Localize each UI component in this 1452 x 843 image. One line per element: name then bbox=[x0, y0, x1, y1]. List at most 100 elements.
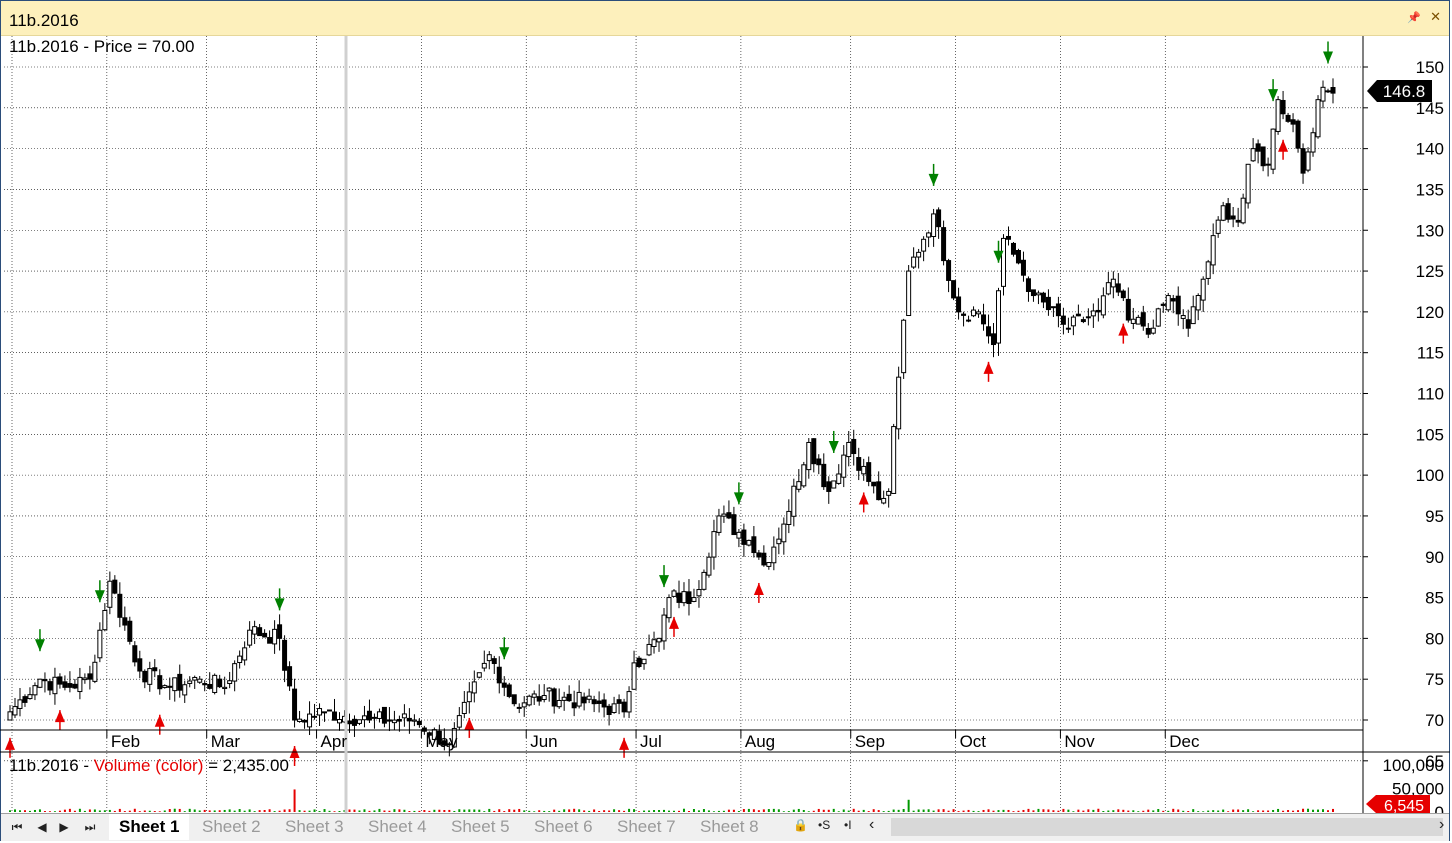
candle-body bbox=[47, 681, 53, 691]
candle-body bbox=[1265, 163, 1271, 166]
current-price-value: 146.8 bbox=[1383, 82, 1426, 101]
candle-body bbox=[1015, 250, 1021, 264]
tab-sheet-7[interactable]: Sheet 7 bbox=[617, 817, 676, 836]
candle-body bbox=[197, 678, 203, 683]
candle-body bbox=[456, 715, 462, 728]
pin-icon[interactable]: 📌 bbox=[1407, 12, 1421, 24]
candle-body bbox=[62, 681, 68, 688]
candle-body bbox=[1095, 309, 1101, 313]
tab-sheet-6[interactable]: Sheet 6 bbox=[534, 817, 593, 836]
candle-body bbox=[247, 629, 253, 646]
candle-body bbox=[941, 227, 947, 262]
price-volume-chart[interactable]: 150 145 140 135 130 125 120 115 110 105 100 95 90 85 8… bbox=[0, 36, 1452, 813]
candle-body bbox=[416, 720, 422, 726]
candle-body bbox=[97, 629, 103, 659]
candle-body bbox=[132, 645, 138, 663]
candle-body bbox=[741, 529, 747, 545]
candle-body bbox=[516, 706, 522, 709]
horizontal-scrollbar[interactable] bbox=[891, 818, 1443, 836]
candle-body bbox=[496, 666, 502, 684]
candle-body bbox=[631, 662, 637, 690]
candle-body bbox=[1035, 292, 1041, 296]
candle-body bbox=[302, 719, 308, 723]
candle-body bbox=[511, 694, 517, 705]
candle-body bbox=[297, 718, 303, 723]
month-label: Feb bbox=[111, 732, 140, 751]
candle-body bbox=[381, 706, 387, 724]
candle-body bbox=[436, 730, 442, 745]
price-tick-label: 140 bbox=[1416, 140, 1444, 159]
tab-sheet-2[interactable]: Sheet 2 bbox=[202, 817, 261, 836]
scroll-left-icon[interactable]: ‹ bbox=[869, 816, 875, 833]
candle-body bbox=[661, 614, 667, 642]
window-title-bar[interactable]: 11b.2016 📌 ✕ bbox=[1, 1, 1449, 36]
candle-body bbox=[1050, 306, 1056, 309]
candle-body bbox=[27, 694, 33, 700]
candle-body bbox=[327, 709, 333, 712]
price-tick-label: 70 bbox=[1425, 711, 1444, 730]
candle-body bbox=[212, 674, 218, 693]
candle-body bbox=[107, 580, 113, 608]
tab-sheet-1[interactable]: Sheet 1 bbox=[109, 814, 190, 840]
candle-body bbox=[292, 688, 298, 721]
candle-body bbox=[766, 562, 772, 567]
candle-body bbox=[996, 290, 1002, 344]
candle-body bbox=[361, 715, 367, 721]
price-tick-label: 135 bbox=[1416, 180, 1444, 199]
candle-body bbox=[936, 209, 942, 228]
price-tick-label: 90 bbox=[1425, 548, 1444, 567]
candle-body bbox=[137, 658, 143, 672]
candle-body bbox=[1135, 316, 1141, 325]
scroll-sync-icon[interactable]: •S bbox=[818, 818, 831, 832]
tab-sheet-8[interactable]: Sheet 8 bbox=[700, 817, 759, 836]
candle-body bbox=[806, 441, 812, 471]
candle-body bbox=[1065, 327, 1071, 330]
month-label: Jul bbox=[640, 732, 662, 751]
tab-sheet-5[interactable]: Sheet 5 bbox=[451, 817, 510, 836]
last-sheet-button[interactable]: ⏭ bbox=[84, 820, 96, 834]
candle-body bbox=[337, 719, 343, 724]
price-tick-label: 115 bbox=[1417, 344, 1444, 363]
lock-icon[interactable]: 🔒 bbox=[793, 818, 808, 832]
volume-label-dash: - bbox=[79, 756, 94, 775]
candle-body bbox=[501, 682, 507, 688]
candle-body bbox=[1320, 86, 1326, 102]
insert-icon[interactable]: •I bbox=[844, 818, 852, 832]
price-tick-label: 150 bbox=[1416, 58, 1444, 77]
candle-body bbox=[991, 333, 997, 346]
candle-body bbox=[1215, 219, 1221, 234]
candle-body bbox=[376, 711, 382, 719]
candle-body bbox=[1325, 90, 1331, 93]
candle-body bbox=[691, 597, 697, 602]
candle-body bbox=[122, 617, 128, 626]
scroll-right-icon[interactable]: › bbox=[1439, 816, 1445, 833]
candle-body bbox=[716, 515, 722, 533]
price-label-rest: - Price = 70.00 bbox=[79, 37, 195, 56]
close-icon[interactable]: ✕ bbox=[1430, 9, 1441, 24]
sell-arrow-icon bbox=[928, 173, 939, 186]
candle-body bbox=[1260, 146, 1266, 167]
candle-body bbox=[886, 490, 892, 496]
candle-body bbox=[1070, 316, 1076, 327]
candle-body bbox=[1290, 119, 1296, 125]
first-sheet-button[interactable]: ⏮ bbox=[11, 820, 23, 834]
candle-body bbox=[396, 718, 402, 722]
prev-sheet-button[interactable]: ◀ bbox=[37, 820, 47, 834]
tab-sheet-4[interactable]: Sheet 4 bbox=[368, 817, 427, 836]
candle-body bbox=[726, 512, 732, 519]
price-tick-label: 85 bbox=[1425, 589, 1444, 608]
sell-arrow-icon bbox=[34, 639, 45, 652]
candle-body bbox=[42, 679, 48, 682]
candle-body bbox=[1090, 310, 1096, 317]
candle-body bbox=[856, 457, 862, 471]
candle-body bbox=[1105, 282, 1111, 295]
tab-sheet-3[interactable]: Sheet 3 bbox=[285, 817, 344, 836]
candle-body bbox=[82, 677, 88, 681]
candle-body bbox=[371, 716, 377, 719]
candle-body bbox=[811, 438, 817, 465]
next-sheet-button[interactable]: ▶ bbox=[59, 820, 69, 834]
buy-arrow-icon bbox=[5, 737, 15, 750]
candle-body bbox=[232, 663, 238, 682]
candle-body bbox=[92, 661, 98, 682]
buy-arrow-icon bbox=[858, 492, 869, 505]
